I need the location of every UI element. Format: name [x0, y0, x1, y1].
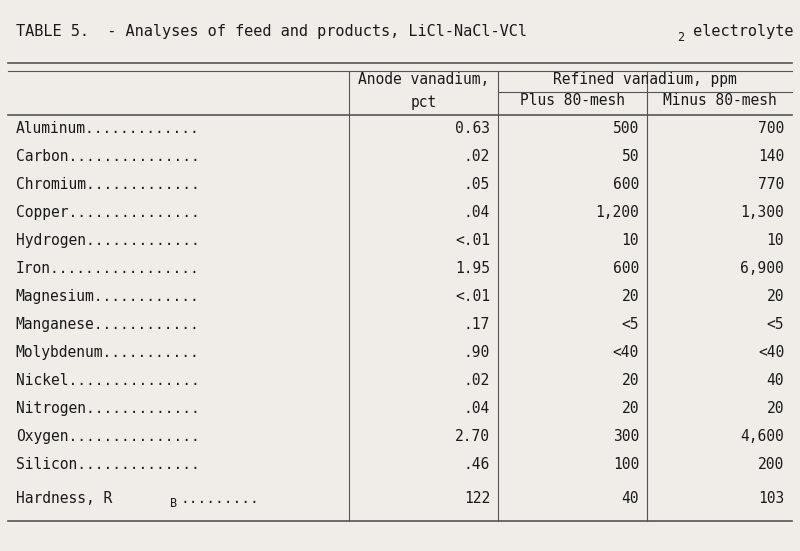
Text: Refined vanadium, ppm: Refined vanadium, ppm	[553, 73, 737, 88]
Text: Plus 80-mesh: Plus 80-mesh	[520, 93, 625, 108]
Text: 122: 122	[464, 491, 490, 506]
Text: Nickel...............: Nickel...............	[16, 373, 199, 388]
Text: Oxygen...............: Oxygen...............	[16, 429, 199, 445]
Text: B: B	[170, 498, 178, 510]
Text: 103: 103	[758, 491, 784, 506]
Text: 6,900: 6,900	[741, 261, 784, 276]
Text: Hydrogen.............: Hydrogen.............	[16, 233, 199, 248]
Text: 1,200: 1,200	[595, 205, 639, 220]
Text: 20: 20	[622, 401, 639, 417]
Text: 20: 20	[766, 401, 784, 417]
Text: .02: .02	[464, 373, 490, 388]
Text: .........: .........	[181, 491, 259, 506]
Text: 1.95: 1.95	[455, 261, 490, 276]
Text: <40: <40	[613, 345, 639, 360]
Text: Anode vanadium,: Anode vanadium,	[358, 73, 489, 88]
Text: 4,600: 4,600	[741, 429, 784, 445]
Text: <5: <5	[622, 317, 639, 332]
Text: 770: 770	[758, 177, 784, 192]
Text: 20: 20	[622, 289, 639, 304]
Text: 2: 2	[677, 31, 684, 45]
Text: 2.70: 2.70	[455, 429, 490, 445]
Text: <.01: <.01	[455, 289, 490, 304]
Text: <5: <5	[766, 317, 784, 332]
Text: 200: 200	[758, 457, 784, 472]
Text: 100: 100	[613, 457, 639, 472]
Text: 0.63: 0.63	[455, 121, 490, 136]
Text: 10: 10	[622, 233, 639, 248]
Text: <.01: <.01	[455, 233, 490, 248]
Text: 140: 140	[758, 149, 784, 164]
Text: 20: 20	[622, 373, 639, 388]
Text: 600: 600	[613, 261, 639, 276]
Text: 40: 40	[766, 373, 784, 388]
Text: 1,300: 1,300	[741, 205, 784, 220]
Text: TABLE 5.  - Analyses of feed and products, LiCl-NaCl-VCl: TABLE 5. - Analyses of feed and products…	[16, 24, 527, 40]
Text: Hardness, R: Hardness, R	[16, 491, 112, 506]
Text: Iron.................: Iron.................	[16, 261, 199, 276]
Text: electrolyte: electrolyte	[684, 24, 794, 40]
Text: Chromium.............: Chromium.............	[16, 177, 199, 192]
Text: .17: .17	[464, 317, 490, 332]
Text: 300: 300	[613, 429, 639, 445]
Text: Minus 80-mesh: Minus 80-mesh	[662, 93, 776, 108]
Text: Molybdenum...........: Molybdenum...........	[16, 345, 199, 360]
Text: 500: 500	[613, 121, 639, 136]
Text: 10: 10	[766, 233, 784, 248]
Text: 50: 50	[622, 149, 639, 164]
Text: 700: 700	[758, 121, 784, 136]
Text: .05: .05	[464, 177, 490, 192]
Text: Magnesium............: Magnesium............	[16, 289, 199, 304]
Text: Manganese............: Manganese............	[16, 317, 199, 332]
Text: .02: .02	[464, 149, 490, 164]
Text: <40: <40	[758, 345, 784, 360]
Text: 20: 20	[766, 289, 784, 304]
Text: .90: .90	[464, 345, 490, 360]
Text: pct: pct	[410, 95, 437, 110]
Text: Aluminum.............: Aluminum.............	[16, 121, 199, 136]
Text: .46: .46	[464, 457, 490, 472]
Text: Silicon..............: Silicon..............	[16, 457, 199, 472]
Text: Nitrogen.............: Nitrogen.............	[16, 401, 199, 417]
Text: .04: .04	[464, 401, 490, 417]
Text: Copper...............: Copper...............	[16, 205, 199, 220]
Text: .04: .04	[464, 205, 490, 220]
Text: 600: 600	[613, 177, 639, 192]
Text: Carbon...............: Carbon...............	[16, 149, 199, 164]
Text: 40: 40	[622, 491, 639, 506]
